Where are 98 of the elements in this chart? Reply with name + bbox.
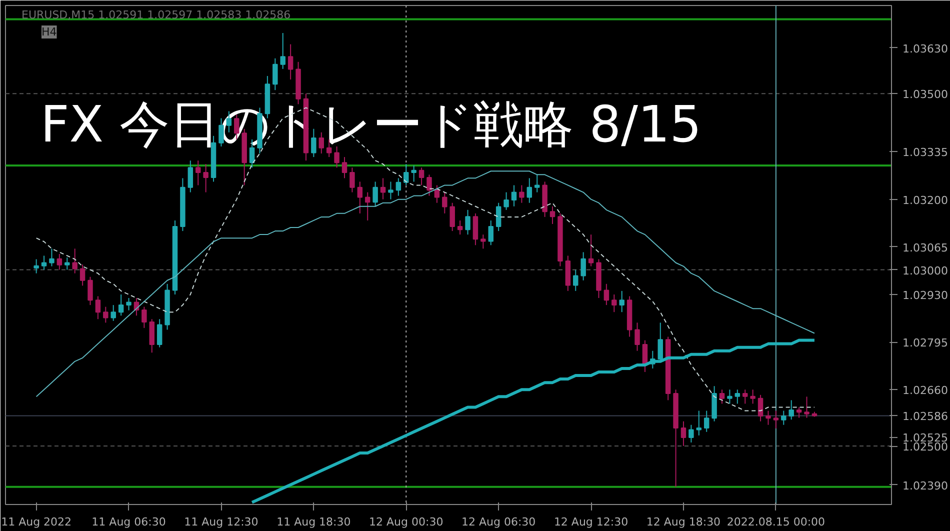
candlestick — [195, 160, 201, 186]
y-tick-label: 1.02795 — [902, 336, 948, 350]
candlestick — [372, 181, 378, 207]
y-tick-label: 1.03000 — [902, 264, 948, 278]
candlestick — [288, 44, 294, 80]
candlestick — [634, 322, 640, 352]
candlestick — [519, 184, 524, 204]
candlestick — [72, 248, 78, 274]
y-tick-label: 1.03065 — [902, 241, 948, 254]
x-tick-label: 11 Aug 18:30 — [276, 516, 351, 528]
candlestick — [442, 192, 448, 214]
candlestick — [203, 164, 208, 193]
candlestick — [750, 389, 756, 404]
y-tick-label: 1.02500 — [902, 440, 948, 454]
candlestick — [334, 146, 340, 168]
candlestick — [350, 167, 355, 193]
candlestick — [80, 264, 86, 286]
candlestick — [680, 420, 686, 446]
candlestick — [450, 202, 455, 232]
candlestick — [418, 167, 424, 186]
candlestick — [280, 32, 286, 70]
y-tick-label: 1.02660 — [902, 384, 948, 398]
candlestick — [64, 256, 70, 270]
candlestick — [41, 255, 47, 270]
candlestick — [727, 389, 732, 404]
y-tick-label: 1.03500 — [902, 88, 948, 102]
x-tick-label: 12 Aug 18:30 — [646, 516, 721, 528]
candlestick — [488, 220, 494, 246]
candlestick — [781, 410, 786, 426]
candlestick — [272, 58, 278, 91]
candlestick — [766, 410, 771, 426]
candlestick — [619, 290, 624, 313]
candlestick — [612, 294, 617, 313]
candlestick — [118, 294, 124, 316]
candlestick — [103, 306, 108, 324]
x-tick-label: 12 Aug 12:30 — [554, 516, 628, 528]
x-tick-label: 11 Aug 2022 — [1, 516, 72, 528]
candlestick — [95, 296, 101, 320]
candlestick — [88, 276, 93, 306]
candlestick — [457, 220, 463, 236]
candlestick — [404, 164, 409, 186]
candlestick — [526, 178, 532, 204]
candlestick — [642, 340, 648, 372]
candlestick — [380, 178, 386, 200]
candlestick — [156, 318, 162, 348]
candlestick — [496, 202, 502, 232]
candlestick — [758, 394, 764, 422]
candlestick — [142, 306, 147, 328]
candlestick — [388, 181, 394, 200]
candlestick — [719, 389, 725, 404]
candlestick — [357, 181, 363, 214]
y-tick-label: 1.02930 — [902, 288, 948, 302]
candlestick — [504, 192, 509, 210]
y-tick-label: 1.03630 — [902, 42, 948, 56]
candlestick — [804, 396, 810, 418]
candlestick — [188, 160, 194, 193]
annotation: H4 — [42, 26, 57, 38]
candlestick — [734, 389, 740, 404]
candlestick — [49, 248, 54, 267]
candlestick — [364, 192, 370, 221]
x-tick-label: 11 Aug 12:30 — [184, 516, 258, 528]
candlestick — [126, 297, 132, 311]
x-tick-label: 2022.08.15 00:00 — [726, 516, 826, 528]
candlestick — [773, 410, 779, 429]
line-series — [36, 170, 815, 398]
candlestick — [434, 184, 440, 204]
y-tick-label: 1.02586 — [902, 410, 948, 424]
candlestick — [465, 209, 470, 236]
candlestick — [573, 269, 578, 292]
candlestick — [472, 212, 478, 246]
candlestick — [149, 318, 154, 354]
chart-subtitle: EURUSD,M15 1.02591 1.02597 1.02583 1.02586 — [22, 8, 291, 22]
candlestick — [704, 410, 710, 432]
candlestick — [604, 283, 610, 306]
y-tick-label: 1.02390 — [902, 479, 948, 492]
candlestick — [742, 389, 748, 404]
candlestick — [396, 178, 402, 196]
y-tick-label: 1.03335 — [902, 146, 948, 160]
candlestick — [426, 174, 432, 196]
x-tick-label: 11 Aug 06:30 — [92, 516, 166, 528]
candlestick — [688, 424, 694, 443]
candlestick — [110, 304, 116, 322]
candlestick — [580, 252, 586, 281]
candlestick — [411, 164, 416, 182]
x-tick-label: 12 Aug 06:30 — [461, 516, 536, 528]
candlestick — [342, 156, 348, 179]
candlestick — [480, 234, 486, 250]
y-tick-label: 1.03200 — [902, 194, 948, 207]
candlestick — [550, 206, 556, 224]
candlestick — [511, 184, 517, 207]
candlestick — [696, 410, 702, 436]
candlestick — [788, 400, 794, 420]
candlestick — [796, 406, 802, 418]
candlestick — [56, 253, 62, 270]
candlestick — [588, 234, 594, 267]
x-tick-label: 12 Aug 00:30 — [369, 516, 444, 528]
candlestick — [534, 174, 540, 193]
candlestick — [34, 258, 39, 274]
